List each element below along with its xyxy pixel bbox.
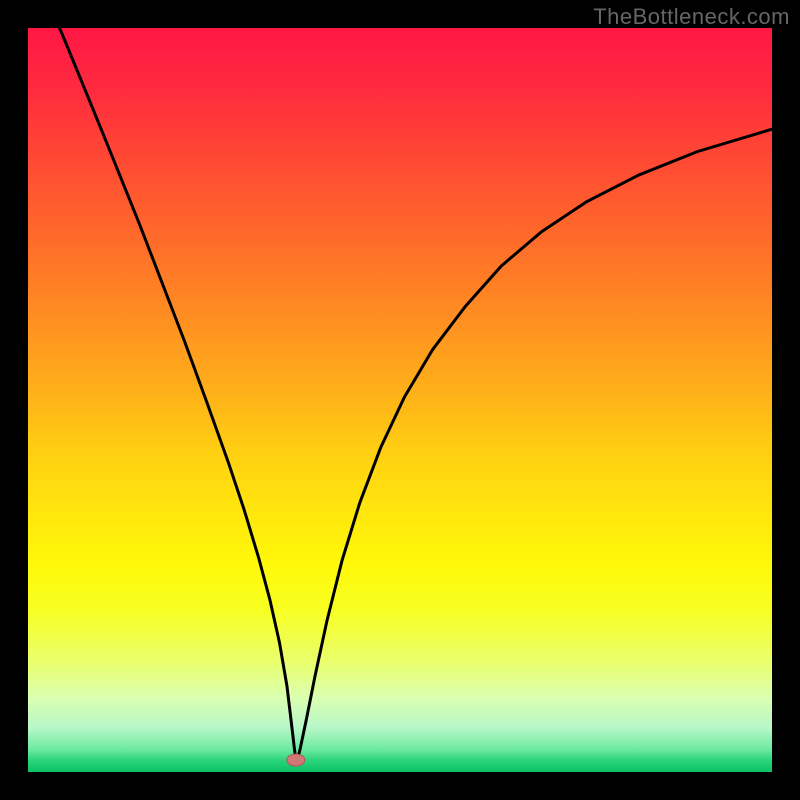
optimal-point-marker — [287, 754, 305, 766]
chart-container: { "watermark": { "text": "TheBottleneck.… — [0, 0, 800, 800]
plot-background — [28, 28, 772, 772]
bottleneck-chart — [0, 0, 800, 800]
watermark-text: TheBottleneck.com — [593, 4, 790, 30]
